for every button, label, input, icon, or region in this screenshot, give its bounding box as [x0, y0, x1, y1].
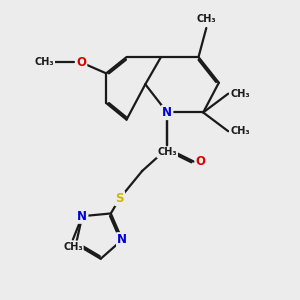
Text: CH₃: CH₃ — [63, 242, 83, 251]
Text: N: N — [77, 210, 87, 223]
Text: N: N — [162, 106, 172, 119]
Text: CH₃: CH₃ — [230, 126, 250, 136]
Text: CH₃: CH₃ — [34, 57, 54, 68]
Text: CH₃: CH₃ — [230, 89, 250, 99]
Text: N: N — [117, 233, 127, 246]
Text: O: O — [196, 155, 206, 168]
Text: S: S — [116, 192, 124, 205]
Text: O: O — [76, 56, 86, 69]
Text: CH₃: CH₃ — [158, 147, 177, 157]
Text: CH₃: CH₃ — [196, 14, 216, 24]
